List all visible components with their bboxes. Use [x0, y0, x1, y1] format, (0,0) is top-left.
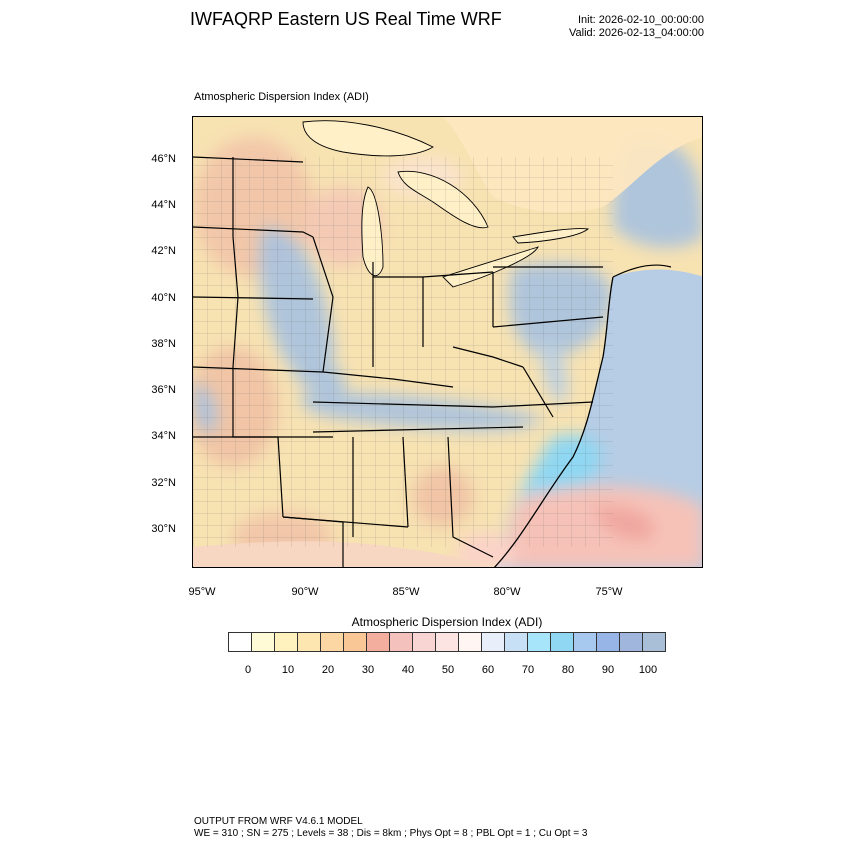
colorbar-box	[252, 633, 275, 651]
colorbar-title: Atmospheric Dispersion Index (ADI)	[351, 615, 543, 629]
lat-label-42n: 42°N	[151, 245, 176, 257]
county-boundaries	[193, 157, 613, 547]
colorbar-tick-label: 0	[244, 664, 252, 676]
new-england-coast	[612, 264, 672, 278]
lat-label-34n: 34°N	[151, 430, 176, 442]
colorbar-box	[620, 633, 643, 651]
lon-label-90w: 90°W	[291, 586, 319, 598]
colorbar-box	[551, 633, 574, 651]
lon-label-80w: 80°W	[493, 586, 521, 598]
colorbar-tick-label: 30	[361, 664, 375, 676]
map-panel	[192, 116, 703, 568]
colorbar-tick-label: 10	[281, 664, 295, 676]
lat-label-30n: 30°N	[151, 523, 176, 535]
colorbar-box	[229, 633, 252, 651]
colorbar	[228, 632, 666, 652]
coastline	[493, 276, 614, 567]
state-boundaries	[193, 156, 604, 567]
lon-label-75w: 75°W	[595, 586, 623, 598]
footer-config-line: WE = 310 ; SN = 275 ; Levels = 38 ; Dis …	[194, 828, 588, 839]
valid-time-label: Valid: 2026-02-13_04:00:00	[569, 27, 704, 39]
colorbar-box	[436, 633, 459, 651]
lat-label-38n: 38°N	[151, 338, 176, 350]
colorbar-box	[298, 633, 321, 651]
gulf-of-mexico	[193, 541, 488, 567]
colorbar-box	[574, 633, 597, 651]
adi-field-map	[193, 117, 702, 567]
colorbar-box	[459, 633, 482, 651]
lon-label-95w: 95°W	[188, 586, 216, 598]
colorbar-tick-label: 90	[601, 664, 615, 676]
map-subtitle: Atmospheric Dispersion Index (ADI)	[194, 91, 369, 103]
lat-label-40n: 40°N	[151, 292, 176, 304]
colorbar-box	[413, 633, 436, 651]
lon-label-85w: 85°W	[392, 586, 420, 598]
init-time-label: Init: 2026-02-10_00:00:00	[578, 14, 704, 26]
lat-label-36n: 36°N	[151, 384, 176, 396]
lat-label-44n: 44°N	[151, 199, 176, 211]
colorbar-tick-label: 40	[401, 664, 415, 676]
colorbar-tick-label: 100	[638, 664, 658, 676]
colorbar-tick-label: 80	[561, 664, 575, 676]
colorbar-tick-label: 50	[441, 664, 455, 676]
colorbar-box	[482, 633, 505, 651]
colorbar-tick-label: 20	[321, 664, 335, 676]
colorbar-box	[597, 633, 620, 651]
colorbar-tick-label: 70	[521, 664, 535, 676]
colorbar-box	[367, 633, 390, 651]
lat-label-46n: 46°N	[151, 153, 176, 165]
footer-model-line: OUTPUT FROM WRF V4.6.1 MODEL	[194, 816, 363, 827]
colorbar-box	[344, 633, 367, 651]
colorbar-box	[505, 633, 528, 651]
map-title: IWFAQRP Eastern US Real Time WRF	[190, 9, 502, 29]
colorbar-box	[321, 633, 344, 651]
colorbar-tick-label: 60	[481, 664, 495, 676]
colorbar-box	[275, 633, 298, 651]
colorbar-box	[528, 633, 551, 651]
colorbar-box	[643, 633, 665, 651]
colorbar-box	[390, 633, 413, 651]
lat-label-32n: 32°N	[151, 477, 176, 489]
